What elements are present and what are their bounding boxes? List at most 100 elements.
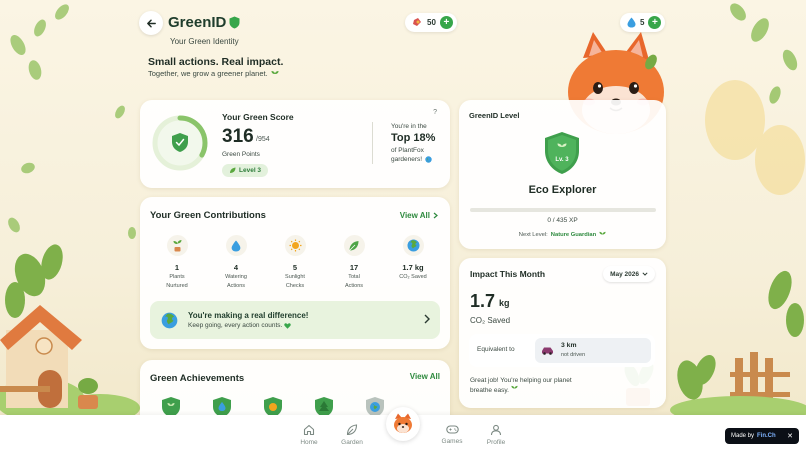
seed-balance-pill[interactable]: 50 + bbox=[405, 13, 457, 32]
next-level-name: Nature Guardian bbox=[550, 231, 597, 238]
equivalent-value-box: 3 km not driven bbox=[535, 338, 651, 363]
rank-value: Top 18% bbox=[391, 132, 436, 144]
equivalent-value: 3 km bbox=[561, 342, 577, 349]
help-icon[interactable]: ? bbox=[433, 109, 437, 116]
level-card-title: GreenID Level bbox=[469, 111, 520, 120]
chevron-right-icon bbox=[424, 314, 430, 324]
nav-profile[interactable]: Profile bbox=[476, 424, 516, 446]
stat-icon-bubble bbox=[166, 235, 188, 256]
fox-icon bbox=[394, 413, 412, 433]
impact-card: Impact This Month May 2026 1.7 kg CO₂ Sa… bbox=[459, 258, 666, 408]
achievements-title: Green Achievements bbox=[150, 373, 245, 384]
stat-label: CO₂ Saved bbox=[399, 274, 427, 280]
banner-title: You're making a real difference! bbox=[188, 311, 309, 320]
difference-banner[interactable]: You're making a real difference! Keep go… bbox=[150, 301, 440, 339]
globe-icon bbox=[407, 239, 419, 252]
contributions-card: Your Green Contributions View All 1 Plan… bbox=[140, 197, 450, 349]
stat-co2-saved[interactable]: 1.7 kg CO₂ Saved bbox=[387, 235, 439, 283]
level-badge-label: Lv. 3 bbox=[555, 157, 569, 163]
score-ring bbox=[152, 115, 208, 171]
stat-total-actions[interactable]: 17 Total Actions bbox=[328, 235, 380, 290]
globe-icon bbox=[161, 312, 178, 329]
chevron-right-icon bbox=[433, 212, 438, 219]
add-water-button[interactable]: + bbox=[648, 16, 662, 29]
app-subtitle: Your Green Identity bbox=[170, 37, 239, 46]
achievements-view-all[interactable]: View All bbox=[410, 372, 440, 381]
water-balance-pill[interactable]: 5 + bbox=[620, 13, 666, 32]
level-chip-label: Level 3 bbox=[239, 167, 262, 174]
water-balance-value: 5 bbox=[640, 18, 645, 27]
close-icon[interactable]: ✕ bbox=[787, 433, 793, 440]
month-selector[interactable]: May 2026 bbox=[603, 266, 655, 282]
stat-watering-actions[interactable]: 4 Watering Actions bbox=[210, 235, 262, 290]
xp-text: 0 / 435 XP bbox=[547, 217, 578, 224]
nav-garden-label: Garden bbox=[341, 439, 363, 446]
level-shield-badge: Lv. 3 bbox=[545, 132, 579, 174]
made-by-badge[interactable]: Made by Fin.Ch ✕ bbox=[725, 428, 799, 444]
greenid-level-card[interactable]: GreenID Level Lv. 3 Eco Explorer 0 / 435… bbox=[459, 100, 666, 249]
sprout-icon bbox=[271, 70, 279, 78]
back-button[interactable] bbox=[139, 11, 163, 35]
achievement-plant-badge[interactable] bbox=[160, 396, 182, 418]
app-title: GreenID bbox=[168, 14, 227, 31]
plant-icon bbox=[173, 240, 181, 252]
leaf-icon bbox=[346, 424, 358, 436]
stat-label: Total bbox=[348, 274, 360, 280]
achievement-globe-badge[interactable] bbox=[364, 396, 386, 418]
fox-center-button[interactable] bbox=[386, 407, 420, 441]
green-score-card[interactable]: Your Green Score 316 /954 Green Points L… bbox=[140, 100, 450, 188]
next-level-label: Next Level: bbox=[518, 231, 548, 238]
contributions-view-all[interactable]: View All bbox=[400, 211, 438, 220]
stat-icon-bubble bbox=[343, 235, 365, 256]
home-icon bbox=[303, 424, 315, 436]
tagline: Small actions. Real impact. bbox=[148, 56, 284, 68]
banner-subtext: Keep going, every action counts. bbox=[188, 322, 292, 329]
impact-unit: kg bbox=[499, 298, 510, 308]
nav-home-label: Home bbox=[300, 439, 318, 446]
gamepad-icon bbox=[445, 425, 459, 434]
achievement-water-badge[interactable] bbox=[211, 396, 233, 418]
stat-plants-nurtured[interactable]: 1 Plants Nurtured bbox=[151, 235, 203, 290]
score-divider bbox=[372, 122, 373, 164]
impact-message-text: Great job! You're helping our planet bre… bbox=[470, 377, 572, 394]
sprout-icon bbox=[599, 231, 606, 238]
nav-games-label: Games bbox=[441, 438, 463, 445]
xp-progress-bar bbox=[470, 208, 656, 212]
leaf-icon bbox=[230, 167, 236, 173]
made-by-brand: Fin.Ch bbox=[757, 433, 776, 439]
nav-profile-label: Profile bbox=[486, 439, 506, 446]
impact-message: Great job! You're helping our planet bre… bbox=[470, 376, 580, 395]
impact-title: Impact This Month bbox=[470, 269, 546, 279]
sprout-icon bbox=[557, 143, 567, 152]
sprout-icon bbox=[511, 385, 518, 392]
profile-icon bbox=[490, 424, 502, 436]
add-seeds-button[interactable]: + bbox=[439, 16, 453, 29]
contributions-view-all-label: View All bbox=[399, 211, 430, 220]
stat-label-2: Nurtured bbox=[166, 283, 188, 289]
shield-icon bbox=[229, 16, 240, 29]
stat-value: 4 bbox=[233, 263, 239, 272]
stat-label-2: Actions bbox=[226, 283, 246, 289]
stat-sunlight-checks[interactable]: 5 Sunlight Checks bbox=[269, 235, 321, 290]
nav-garden[interactable]: Garden bbox=[332, 424, 372, 446]
nav-home[interactable]: Home bbox=[289, 424, 329, 446]
equivalent-box: Equivalent to 3 km not driven bbox=[469, 334, 655, 367]
seed-pack-icon bbox=[413, 18, 421, 26]
water-drop-icon bbox=[627, 17, 636, 28]
achievements-view-all-label: View All bbox=[409, 372, 440, 381]
nav-games[interactable]: Games bbox=[432, 424, 472, 445]
impact-label: CO₂ Saved bbox=[470, 316, 511, 325]
level-chip: Level 3 bbox=[222, 164, 269, 177]
made-by-prefix: Made by bbox=[731, 433, 755, 439]
next-level: Next Level: Nature Guardian bbox=[459, 231, 666, 238]
tagline-subtext: Together, we grow a greener planet. bbox=[148, 69, 279, 78]
month-selector-value: May 2026 bbox=[610, 270, 639, 278]
stat-icon-bubble bbox=[225, 235, 247, 256]
green-score-value: 316 bbox=[222, 126, 254, 147]
achievement-tree-badge[interactable] bbox=[313, 396, 335, 418]
stat-value: 1.7 kg bbox=[402, 263, 424, 272]
rank-posttext-2-label: gardeners! bbox=[391, 156, 423, 163]
stat-label: Plants bbox=[169, 274, 185, 280]
achievement-sun-badge[interactable] bbox=[262, 396, 284, 418]
rank-posttext: of PlantFox bbox=[391, 147, 424, 154]
